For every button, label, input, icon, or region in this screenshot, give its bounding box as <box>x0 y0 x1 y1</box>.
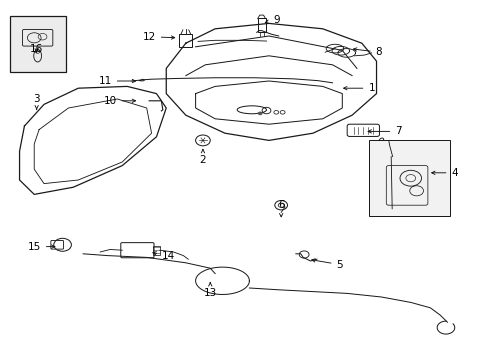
Text: 14: 14 <box>153 251 175 261</box>
Text: 4: 4 <box>431 168 457 178</box>
Text: 10: 10 <box>103 96 135 106</box>
Text: 16: 16 <box>30 44 43 54</box>
Text: 15: 15 <box>27 242 55 252</box>
Bar <box>152 246 160 255</box>
Text: 3: 3 <box>33 94 40 109</box>
Text: 13: 13 <box>203 283 217 298</box>
Bar <box>179 34 192 47</box>
Bar <box>10 16 66 72</box>
Text: 6: 6 <box>277 200 284 217</box>
Bar <box>368 140 449 216</box>
Text: 5: 5 <box>311 259 343 270</box>
Text: 11: 11 <box>98 76 135 86</box>
Text: 7: 7 <box>367 126 401 136</box>
Text: 12: 12 <box>142 32 174 42</box>
Bar <box>257 18 265 32</box>
Text: 9: 9 <box>265 15 279 25</box>
Text: 8: 8 <box>353 47 382 57</box>
Circle shape <box>257 112 262 115</box>
Text: 1: 1 <box>343 83 374 93</box>
Text: 2: 2 <box>199 149 206 165</box>
